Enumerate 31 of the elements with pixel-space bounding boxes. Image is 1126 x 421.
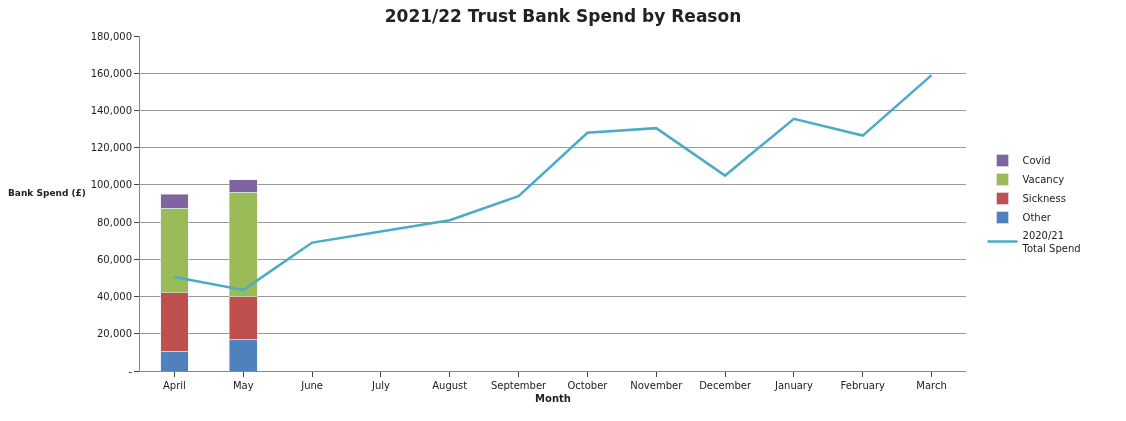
x-tick-label: July	[370, 380, 390, 391]
x-tick-label: August	[432, 380, 468, 391]
legend-label: 2020/21 Total Spend	[1021, 229, 1081, 254]
line-series	[173, 73, 933, 292]
y-tick-label: 140,000	[90, 104, 132, 116]
x-tick-label: November	[630, 380, 684, 391]
x-tick-label: December	[699, 380, 752, 391]
chart-title: 2021/22 Trust Bank Spend by Reason	[384, 6, 742, 27]
x-tick-label: June	[300, 380, 323, 391]
x-tick-label: February	[840, 380, 885, 391]
y-tick-label: -	[128, 365, 133, 377]
x-tick-label: April	[162, 380, 186, 391]
y-tick-label: 120,000	[90, 142, 132, 154]
y-tick-label: 100,000	[90, 179, 132, 191]
x-axis-title: Month	[535, 392, 571, 404]
y-tick-label: 60,000	[97, 253, 132, 265]
y-tick-label: 40,000	[97, 291, 132, 303]
x-tick-label: September	[490, 380, 548, 391]
legend-label: Sickness	[1022, 193, 1066, 205]
y-tick-label: 180,000	[90, 30, 132, 42]
y-tick-label: 160,000	[90, 67, 132, 79]
y-axis-title: Bank Spend (£)	[8, 188, 86, 198]
legend-label: Vacancy	[1022, 174, 1065, 186]
y-tick-label: 80,000	[97, 216, 132, 228]
x-tick-label: March	[916, 380, 947, 391]
y-tick-label: 20,000	[97, 328, 132, 340]
x-tick-label: January	[773, 380, 813, 391]
x-tick-label: October	[567, 380, 609, 391]
x-tick-label: May	[232, 380, 254, 391]
legend-label: Other	[1022, 212, 1052, 224]
legend-label: Covid	[1022, 155, 1051, 167]
